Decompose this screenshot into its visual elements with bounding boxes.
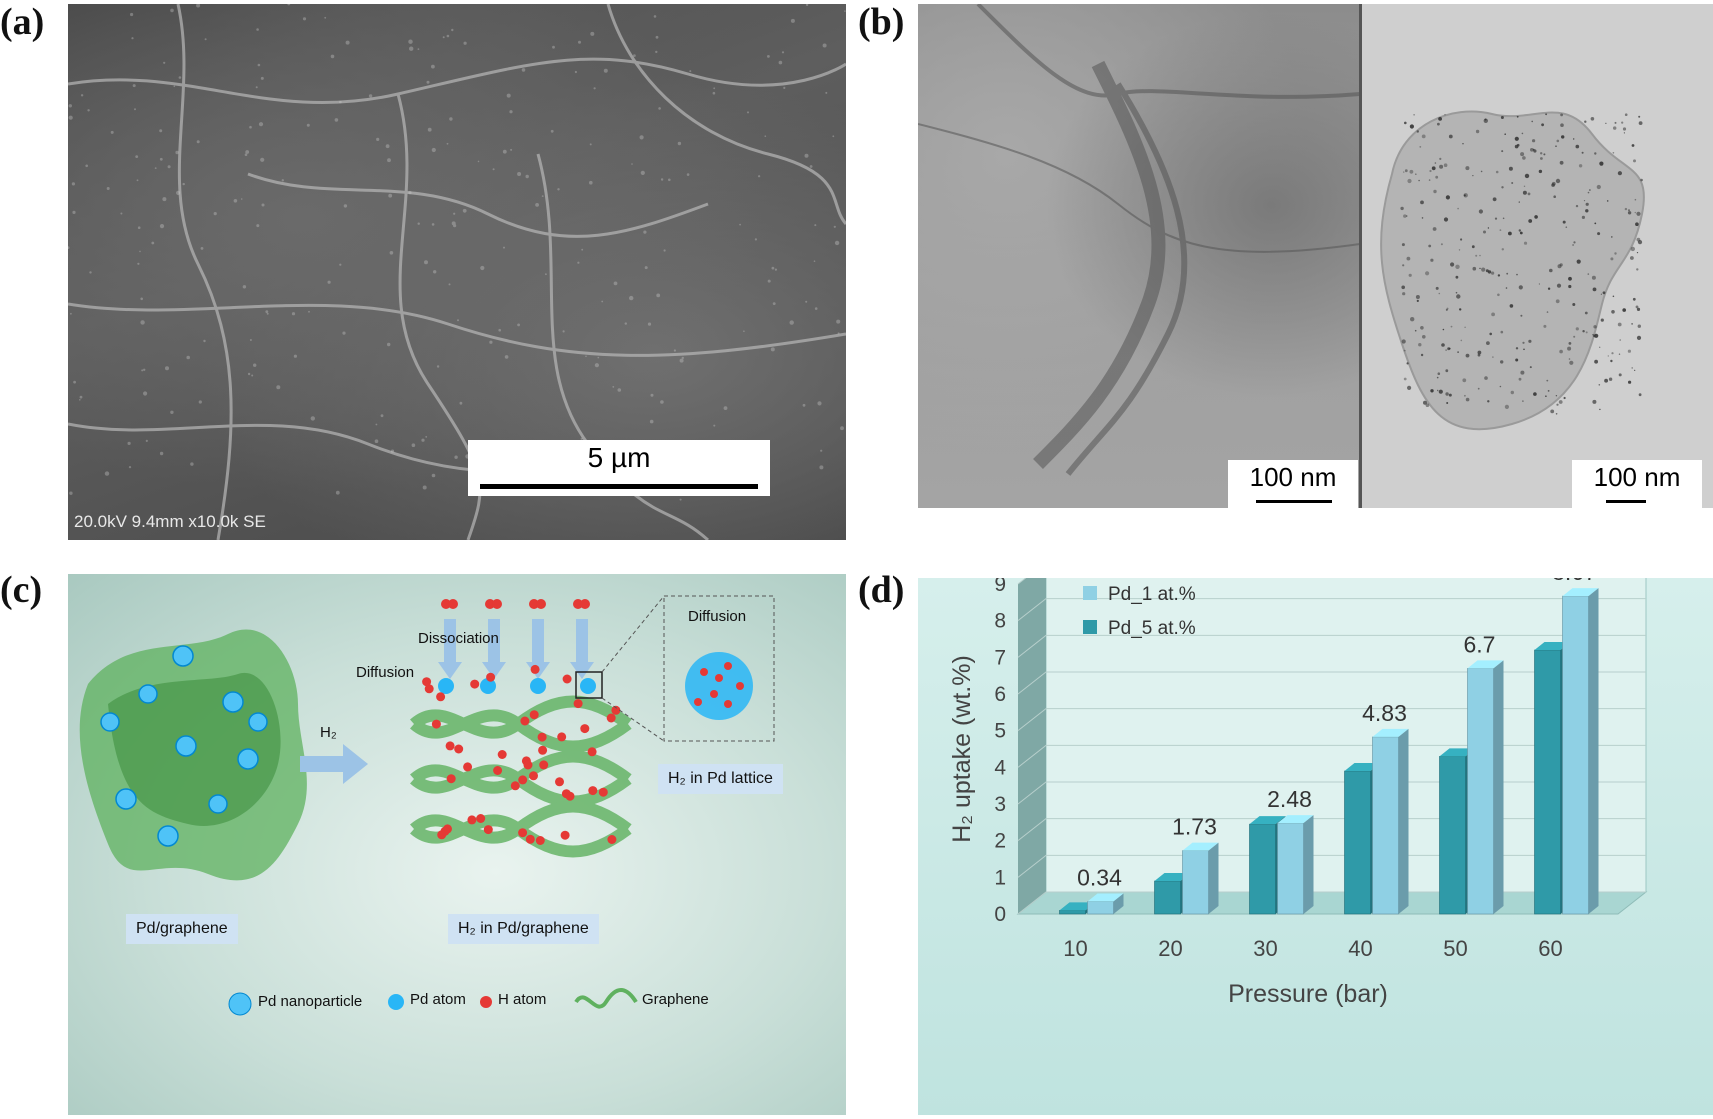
pd-nanoparticle-icon <box>228 992 252 1016</box>
inset-diffusion-label: Diffusion <box>688 608 747 625</box>
scale-bar-b-left: 100 nm <box>1228 460 1358 508</box>
pd-graphene-sheet <box>79 629 307 881</box>
scale-bar-b-right: 100 nm <box>1572 460 1702 508</box>
dissociation-label: Dissociation <box>418 630 499 647</box>
data-label: 1.73 <box>1172 814 1217 840</box>
y-tick-label: 8 <box>994 610 1006 633</box>
x-tick-label: 60 <box>1538 936 1562 961</box>
y-tick-label: 0 <box>994 903 1006 926</box>
hydrogen-storage-schematic: H₂ Dissociation Diffusion Diffusion Pd/g… <box>68 574 846 1115</box>
x-tick-label: 10 <box>1063 936 1087 961</box>
bar-pd1 <box>1372 728 1409 915</box>
sem-texture <box>68 4 846 540</box>
scale-bar-a-label: 5 µm <box>587 442 651 473</box>
y-tick-label: 1 <box>994 866 1006 889</box>
bar-pd1 <box>1087 893 1124 915</box>
chart-side-wall <box>1018 578 1046 914</box>
x-tick-label: 50 <box>1443 936 1467 961</box>
data-label: 4.83 <box>1362 700 1407 726</box>
caption-h2-in-pd-graphene: H₂ in Pd/graphene <box>448 914 599 944</box>
gridline <box>1017 708 1646 732</box>
x-axis-title: Pressure (bar) <box>1228 980 1388 1008</box>
diffusion-label: Diffusion <box>356 664 415 681</box>
h-atom-icon <box>480 996 492 1008</box>
legend-swatch <box>1083 620 1097 634</box>
h2-uptake-chart-svg: 0 1 2 3 4 5 6 7 8 9 0.34 10 1.73 20 2.48 30 4.83 40 6.7 50 8… <box>948 578 1648 1008</box>
schematic-drawing <box>79 595 775 1016</box>
y-tick-label: 9 <box>994 578 1006 596</box>
bar-pd1 <box>1182 842 1219 915</box>
gridline <box>1017 744 1646 768</box>
y-tick-label: 6 <box>994 683 1006 706</box>
inset-box <box>663 595 775 742</box>
data-label: 0.34 <box>1077 865 1122 891</box>
zoom-box <box>575 671 603 699</box>
scale-bar-a-line <box>480 484 758 489</box>
x-tick-label: 30 <box>1253 936 1277 961</box>
tem-particle-dots <box>1400 113 1643 415</box>
graphene-icon <box>574 988 638 1009</box>
scale-bar-b-right-line <box>1606 500 1646 503</box>
legend-label: Pd_5 at.% <box>1108 618 1196 639</box>
y-tick-label: 4 <box>994 756 1006 779</box>
pd-atom-icon <box>388 994 404 1010</box>
gridline <box>1017 634 1646 658</box>
sem-metadata: 20.0kV 9.4mm x10.0k SE <box>74 512 266 531</box>
tem-texture-right <box>1380 110 1645 431</box>
h2-arrow-label: H₂ <box>320 724 337 741</box>
pd-graphene-flake <box>1380 110 1645 431</box>
legend-h-atom: H atom <box>498 991 547 1008</box>
bar-pd1 <box>1467 660 1504 915</box>
gridline <box>1017 671 1646 695</box>
scale-bar-b-left-label: 100 nm <box>1249 462 1337 492</box>
y-tick-label: 2 <box>994 830 1006 853</box>
x-tick-label: 20 <box>1158 936 1182 961</box>
legend-pd-nanoparticle: Pd nanoparticle <box>258 993 363 1010</box>
tem-micrograph-right: 100 nm <box>1362 4 1713 508</box>
h2-process-arrow <box>300 744 368 784</box>
pd-lattice-cluster <box>685 652 753 720</box>
scale-bar-b-left-line <box>1256 500 1332 503</box>
h2-uptake-chart: 0 1 2 3 4 5 6 7 8 9 0.34 10 1.73 20 2.48 30 4.83 40 6.7 50 8… <box>918 578 1713 1115</box>
data-label: 8.67 <box>1552 578 1597 585</box>
y-axis-title: H₂ uptake (wt.%) <box>948 655 976 843</box>
gridline <box>1017 598 1646 622</box>
y-tick-label: 3 <box>994 793 1006 816</box>
caption-pd-graphene: Pd/graphene <box>126 914 238 944</box>
data-label: 6.7 <box>1464 631 1496 657</box>
x-tick-label: 40 <box>1348 936 1372 961</box>
legend-graphene: Graphene <box>642 991 709 1008</box>
y-tick-label: 7 <box>994 646 1006 669</box>
panel-c-letter: (c) <box>0 569 43 611</box>
panel-b-letter: (b) <box>858 1 905 43</box>
tem-divider <box>1359 4 1362 508</box>
legend-swatch <box>1083 586 1097 600</box>
bar-pd1 <box>1277 815 1314 915</box>
h-atoms <box>422 664 621 845</box>
tem-texture-left <box>918 4 1360 476</box>
scale-bar-a: 5 µm <box>468 440 770 496</box>
panel-d-letter: (d) <box>858 569 905 611</box>
tem-micrograph-left: 100 nm <box>918 4 1360 508</box>
caption-h2-in-pd-lattice: H₂ in Pd lattice <box>658 764 783 794</box>
panel-a-letter: (a) <box>0 1 45 43</box>
legend-label: Pd_1 at.% <box>1108 584 1196 605</box>
legend-pd-atom: Pd atom <box>410 991 466 1008</box>
y-tick-label: 5 <box>994 720 1006 743</box>
data-label: 2.48 <box>1267 786 1312 812</box>
bar-pd1 <box>1562 588 1599 915</box>
scale-bar-b-right-label: 100 nm <box>1593 462 1681 492</box>
sem-micrograph: 20.0kV 9.4mm x10.0k SE 5 µm <box>68 4 846 540</box>
pd-atoms-surface <box>438 678 596 694</box>
